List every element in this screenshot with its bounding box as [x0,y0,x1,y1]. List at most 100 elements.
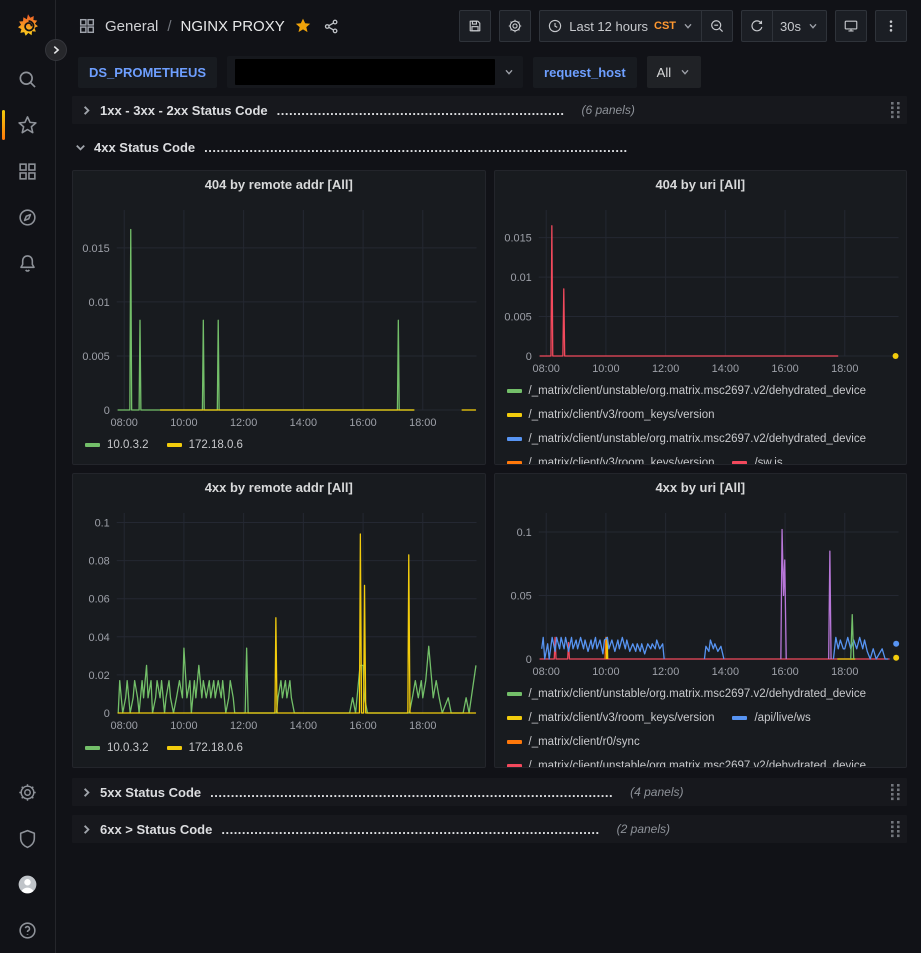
svg-text:12:00: 12:00 [651,666,678,678]
apps-grid-icon [78,17,96,35]
save-dashboard-button[interactable] [459,10,492,42]
row-toggle[interactable]: 5xx Status Code ........................… [80,785,684,800]
refresh-button[interactable] [741,10,774,42]
sidebar-item-configuration[interactable] [0,769,56,815]
timeseries-chart[interactable]: 08:00 10:00 12:00 14:00 16:00 18:00 0 0.02 0.04 0… [73,501,485,735]
row-drag-handle[interactable] [890,820,901,838]
legend-item[interactable]: /_matrix/client/v3/room_keys/version [506,457,714,464]
timeseries-chart[interactable]: 08:00 10:00 12:00 14:00 16:00 18:00 0 0.05 0.1 [495,501,907,681]
svg-text:0.01: 0.01 [510,272,531,284]
variable-label-ds-prometheus[interactable]: DS_PROMETHEUS [78,56,218,88]
sidebar-expand-button[interactable] [45,39,67,61]
legend-item[interactable]: /_matrix/client/unstable/org.matrix.msc2… [506,760,866,767]
panel-grid: 404 by remote addr [All] 08:00 10:00 12:00 1… [72,170,907,768]
legend-item[interactable]: /_matrix/client/r0/sync [506,736,640,748]
timezone-label: CST [654,20,677,32]
legend-item[interactable]: /_matrix/client/unstable/org.matrix.msc2… [506,433,866,445]
legend-item[interactable]: /sw.js [732,457,783,464]
panel-title[interactable]: 4xx by remote addr [All] [204,480,353,495]
chart-legend: /_matrix/client/unstable/org.matrix.msc2… [495,378,907,464]
time-zoom-out-button[interactable] [701,10,734,42]
refresh-interval-picker[interactable]: 30s [772,10,827,42]
sidebar-item-help[interactable] [0,907,56,953]
timeseries-chart[interactable]: 08:00 10:00 12:00 14:00 16:00 18:00 0 0.005 0.01… [495,198,907,378]
row-toggle[interactable]: 6xx > Status Code ......................… [80,822,670,837]
breadcrumb-section[interactable]: General [105,17,159,35]
svg-text:0: 0 [104,708,110,720]
svg-text:0.05: 0.05 [510,590,531,602]
legend-item[interactable]: 172.18.0.6 [166,439,243,451]
star-icon [18,115,37,133]
share-icon[interactable] [323,18,340,35]
svg-text:10:00: 10:00 [592,363,619,375]
shield-icon [19,829,36,848]
panel: 4xx by uri [All] 08:00 10:00 12:00 14:00 16:0… [493,473,907,768]
chevron-down-icon [681,69,689,75]
favorite-star-icon[interactable] [294,17,312,35]
variable-value-dropdown-request-host[interactable]: All [646,56,702,88]
grafana-logo[interactable] [13,12,43,42]
timeseries-chart[interactable]: 08:00 10:00 12:00 14:00 16:00 18:00 0 0.005 0.01… [73,198,485,432]
svg-text:16:00: 16:00 [349,720,376,732]
compass-icon [19,208,36,226]
svg-text:0.02: 0.02 [89,670,110,682]
legend-color-swatch [506,692,522,696]
panel: 404 by uri [All] 08:00 10:00 12:00 14:00 16:0… [493,170,907,465]
legend-item[interactable]: /_matrix/client/v3/room_keys/version [506,712,714,724]
row-5xx: 5xx Status Code ........................… [72,778,907,806]
dashboards-grid-icon [19,162,36,180]
row-toggle[interactable]: 1xx - 3xx - 2xx Status Code ............… [80,103,635,118]
panel: 4xx by remote addr [All] 08:00 10:00 12:00 1… [72,473,486,768]
legend-item[interactable]: /_matrix/client/v3/room_keys/version [506,409,714,421]
time-range-picker[interactable]: Last 12 hours CST [539,10,703,42]
row-drag-handle[interactable] [890,101,901,119]
svg-text:14:00: 14:00 [711,363,738,375]
legend-color-swatch [506,716,522,720]
toolbar: Last 12 hours CST 30s [459,10,907,42]
legend-item[interactable]: 10.0.3.2 [85,742,149,754]
variable-label-request-host[interactable]: request_host [533,56,637,88]
dashboard-settings-button[interactable] [499,10,532,42]
sidebar-item-profile[interactable] [0,861,56,907]
svg-text:14:00: 14:00 [290,417,317,429]
sidebar-item-alerting[interactable] [0,240,56,286]
row-drag-handle[interactable] [890,783,901,801]
panel-title[interactable]: 4xx by uri [All] [655,480,746,495]
legend-color-swatch [166,443,182,447]
legend-item[interactable]: /_matrix/client/unstable/org.matrix.msc2… [506,385,866,397]
svg-text:0: 0 [104,405,110,417]
panel-title[interactable]: 404 by remote addr [All] [204,177,353,192]
sidebar-item-starred[interactable] [0,102,56,148]
variable-value: All [656,64,672,80]
chevron-down-icon [809,23,817,29]
sidebar-item-explore[interactable] [0,194,56,240]
svg-text:12:00: 12:00 [230,417,257,429]
chevron-down-icon [505,69,513,75]
sidebar-item-search[interactable] [0,56,56,102]
svg-text:12:00: 12:00 [230,720,257,732]
legend-color-swatch [506,764,522,767]
legend-item[interactable]: 172.18.0.6 [166,742,243,754]
legend-item[interactable]: /api/live/ws [732,712,811,724]
legend-item[interactable]: 10.0.3.2 [85,439,149,451]
svg-text:10:00: 10:00 [592,666,619,678]
row-1xx-3xx-2xx: 1xx - 3xx - 2xx Status Code ............… [72,96,907,124]
legend-item[interactable]: /_matrix/client/unstable/org.matrix.msc2… [506,688,866,700]
legend-color-swatch [85,443,100,447]
variable-value-dropdown-ds-prometheus[interactable] [227,56,524,88]
sidebar-item-dashboards[interactable] [0,148,56,194]
chevron-right-icon [53,45,60,55]
sidebar-item-server-admin[interactable] [0,815,56,861]
svg-text:10:00: 10:00 [170,720,197,732]
svg-text:18:00: 18:00 [831,666,858,678]
panel-title[interactable]: 404 by uri [All] [655,177,746,192]
breadcrumb-title[interactable]: NGINX PROXY [180,17,285,35]
svg-text:0.08: 0.08 [89,556,110,568]
kebab-menu-button[interactable] [875,10,907,42]
svg-text:18:00: 18:00 [409,417,436,429]
svg-text:0.1: 0.1 [95,517,110,529]
time-controls: Last 12 hours CST [539,10,734,42]
tv-mode-button[interactable] [835,10,867,42]
row-toggle[interactable]: 4xx Status Code ........................… [74,140,628,155]
